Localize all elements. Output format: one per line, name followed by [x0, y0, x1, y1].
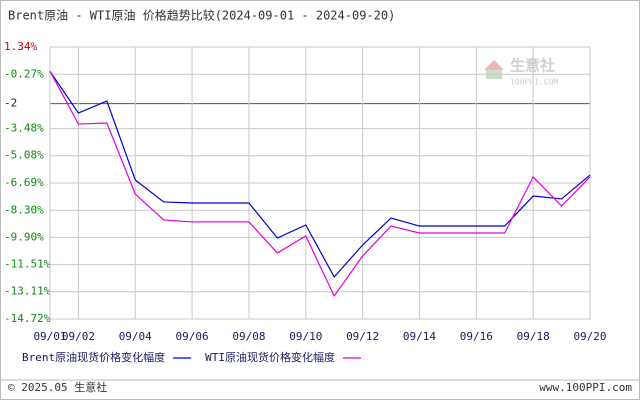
- legend-label: Brent原油现货价格变化幅度: [22, 350, 165, 364]
- x-tick-label: 09/16: [460, 330, 493, 343]
- y-tick-label: -2: [4, 97, 17, 110]
- chart-title: Brent原油 - WTI原油 价格趋势比较(2024-09-01 - 2024…: [8, 8, 395, 23]
- watermark-site: 100PPI.COM: [510, 78, 558, 87]
- x-tick-label: 09/12: [346, 330, 379, 343]
- watermark-name: 生意社: [510, 57, 555, 75]
- x-tick-label: 09/10: [289, 330, 322, 343]
- footer-right: www.100PPI.com: [539, 381, 632, 394]
- x-tick-label: 09/14: [403, 330, 436, 343]
- y-tick-label: -0.27%: [4, 67, 44, 80]
- x-tick-label: 09/20: [573, 330, 606, 343]
- series-line: [49, 71, 591, 298]
- y-tick-label: -13.11%: [4, 285, 51, 298]
- series-line: [49, 71, 591, 279]
- y-tick-label: -9.90%: [4, 230, 44, 243]
- x-tick-label: 09/08: [232, 330, 265, 343]
- y-tick-label: -3.48%: [4, 122, 44, 135]
- x-tick-label: 09/02: [62, 330, 95, 343]
- footer-left: © 2025.05 生意社: [8, 380, 107, 394]
- x-tick-label: 09/01: [33, 330, 66, 343]
- x-tick-label: 09/04: [119, 330, 152, 343]
- legend-label: WTI原油现货价格变化幅度: [205, 350, 335, 364]
- x-tick-label: 09/06: [176, 330, 209, 343]
- y-tick-label: -6.69%: [4, 176, 44, 189]
- y-tick-label: -14.72%: [4, 312, 51, 325]
- x-tick-label: 09/18: [517, 330, 550, 343]
- y-tick-label: -8.30%: [4, 203, 44, 216]
- watermark-icon: [484, 60, 504, 70]
- y-tick-label: -11.51%: [4, 258, 51, 271]
- y-tick-label: 1.34%: [4, 40, 37, 53]
- y-tick-label: -5.08%: [4, 149, 44, 162]
